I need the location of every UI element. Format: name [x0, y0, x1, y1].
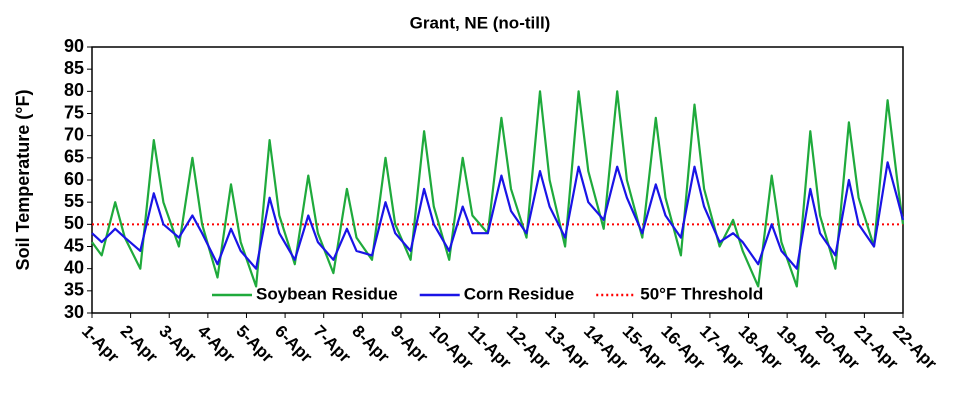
x-tick-label: 1-Apr: [78, 322, 123, 367]
x-tick-label: 9-Apr: [387, 322, 432, 367]
x-tick-label: 5-Apr: [232, 322, 277, 367]
y-tick-label: 50: [64, 213, 84, 233]
y-tick-label: 70: [64, 124, 84, 144]
legend-label: Corn Residue: [464, 284, 575, 303]
series-line: [91, 161, 905, 270]
y-tick-label: 30: [64, 302, 84, 322]
legend-label: Soybean Residue: [256, 284, 398, 303]
y-tick-label: 45: [64, 235, 84, 255]
y-tick-label: 80: [64, 80, 84, 100]
x-tick-label: 8-Apr: [348, 322, 393, 367]
x-tick-label: 4-Apr: [194, 322, 239, 367]
y-tick-label: 90: [64, 36, 84, 56]
x-tick-label: 7-Apr: [310, 322, 355, 367]
x-tick-label: 3-Apr: [155, 322, 200, 367]
x-tick-label: 22-Apr: [889, 322, 941, 374]
y-tick-label: 60: [64, 169, 84, 189]
y-tick-label: 85: [64, 58, 84, 78]
x-tick-label: 2-Apr: [117, 322, 162, 367]
legend-label: 50°F Threshold: [640, 284, 763, 303]
x-tick-label: 6-Apr: [271, 322, 316, 367]
series-line: [91, 90, 905, 288]
y-tick-label: 35: [64, 280, 84, 300]
y-axis-label: Soil Temperature (°F): [13, 90, 33, 271]
y-tick-label: 75: [64, 102, 84, 122]
y-tick-label: 65: [64, 147, 84, 167]
chart-title: Grant, NE (no-till): [410, 13, 551, 32]
plot-frame: [91, 46, 904, 314]
y-tick-label: 55: [64, 191, 84, 211]
y-tick-label: 40: [64, 257, 84, 277]
